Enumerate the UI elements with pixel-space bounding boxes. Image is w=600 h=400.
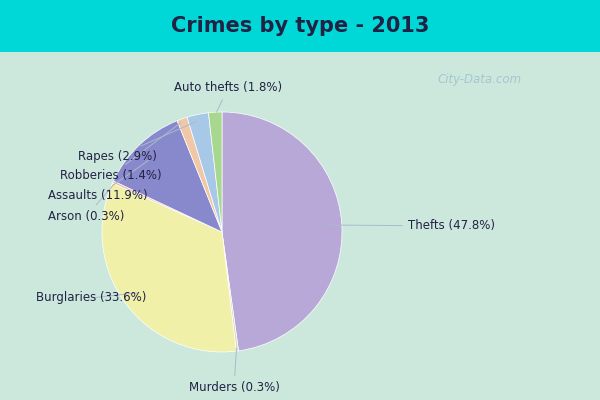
Text: Arson (0.3%): Arson (0.3%) [48,185,124,223]
Wedge shape [208,112,222,232]
Text: Murders (0.3%): Murders (0.3%) [188,348,280,394]
Text: Rapes (2.9%): Rapes (2.9%) [78,122,196,163]
Wedge shape [102,183,236,352]
Wedge shape [187,113,222,232]
Text: Burglaries (33.6%): Burglaries (33.6%) [36,292,146,304]
Text: City-Data.com: City-Data.com [438,74,522,86]
Text: Robberies (1.4%): Robberies (1.4%) [60,123,181,182]
Text: Auto thefts (1.8%): Auto thefts (1.8%) [174,82,282,112]
Wedge shape [113,121,222,232]
Text: Crimes by type - 2013: Crimes by type - 2013 [171,16,429,36]
Wedge shape [222,232,239,351]
Text: Thefts (47.8%): Thefts (47.8%) [326,220,495,232]
Text: Assaults (11.9%): Assaults (11.9%) [48,160,149,202]
Wedge shape [177,117,222,232]
Wedge shape [222,112,342,351]
Wedge shape [112,181,222,232]
